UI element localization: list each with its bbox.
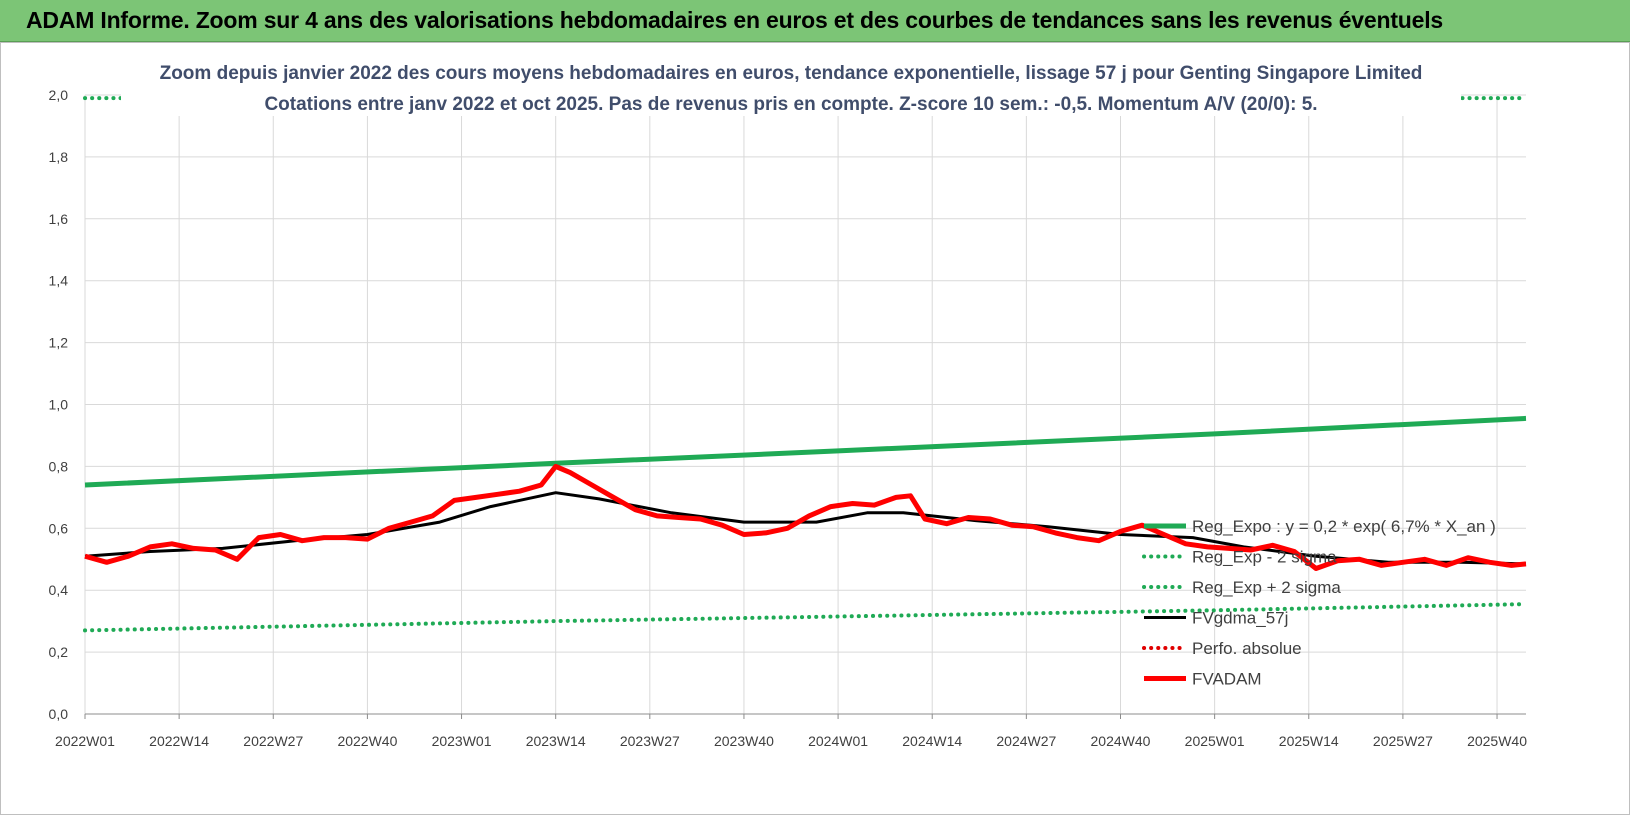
- x-tick-label: 2022W40: [337, 733, 397, 749]
- x-tick-label: 2024W40: [1091, 733, 1151, 749]
- x-tick-label: 2025W01: [1185, 733, 1245, 749]
- y-tick-label: 0,2: [49, 644, 69, 660]
- y-tick-label: 1,2: [49, 335, 69, 351]
- report-banner: ADAM Informe. Zoom sur 4 ans des valoris…: [0, 0, 1630, 42]
- legend-label: Reg_Exp + 2 sigma: [1192, 578, 1341, 597]
- x-tick-label: 2023W01: [432, 733, 492, 749]
- y-tick-label: 0,8: [49, 458, 69, 474]
- y-tick-label: 1,8: [49, 149, 69, 165]
- x-tick-label: 2025W14: [1279, 733, 1339, 749]
- chart-area: 0,0 0,2 0,4 0,6 0,8 1,0 1,2 1,4 1,6 1,8 2,0 2022W01…: [0, 42, 1630, 815]
- x-tick-label: 2023W40: [714, 733, 774, 749]
- x-tick-label: 2024W14: [902, 733, 962, 749]
- legend-label: Reg_Expo : y = 0,2 * exp( 6,7% * X_an ): [1192, 517, 1496, 536]
- y-tick-label: 0,6: [49, 520, 69, 536]
- x-tick-label: 2023W27: [620, 733, 680, 749]
- y-tick-label: 1,4: [49, 273, 69, 289]
- report-title: ADAM Informe. Zoom sur 4 ans des valoris…: [26, 7, 1444, 33]
- series-line-reg-expo-y-0-2-exp-6-7-x-an: [84, 415, 1527, 488]
- x-tick-label: 2024W01: [808, 733, 868, 749]
- line-chart: 0,0 0,2 0,4 0,6 0,8 1,0 1,2 1,4 1,6 1,8 2,0 2022W01…: [49, 87, 1528, 749]
- y-tick-label: 2,0: [49, 87, 69, 103]
- grid: [84, 94, 1526, 715]
- chart-subtitle: Cotations entre janv 2022 et oct 2025. P…: [121, 94, 1461, 116]
- legend-label: FVgdma_57j: [1192, 609, 1288, 628]
- chart-title: Zoom depuis janvier 2022 des cours moyen…: [121, 63, 1461, 85]
- x-tick-label: 2025W27: [1373, 733, 1433, 749]
- legend-label: Perfo. absolue: [1192, 639, 1302, 658]
- legend: Reg_Expo : y = 0,2 * exp( 6,7% * X_an ) R…: [1142, 517, 1496, 689]
- x-tick-label: 2024W27: [996, 733, 1056, 749]
- x-tick-label: 2022W14: [149, 733, 209, 749]
- legend-label: Reg_Exp - 2 sigma: [1192, 548, 1337, 567]
- y-tick-label: 1,0: [49, 397, 69, 413]
- x-tick-label: 2022W27: [243, 733, 303, 749]
- axes: 0,0 0,2 0,4 0,6 0,8 1,0 1,2 1,4 1,6 1,8 2,0 2022W01…: [49, 87, 1528, 749]
- x-tick-label: 2025W40: [1467, 733, 1527, 749]
- y-tick-label: 0,4: [49, 582, 69, 598]
- series-line-fvadam: [84, 463, 1527, 571]
- y-tick-label: 1,6: [49, 211, 69, 227]
- y-tick-label: 0,0: [49, 706, 69, 722]
- series-line-reg-exp-2-sigma: [83, 602, 1528, 633]
- legend-label: FVADAM: [1192, 670, 1262, 689]
- x-tick-label: 2023W14: [526, 733, 586, 749]
- x-tick-label: 2022W01: [55, 733, 115, 749]
